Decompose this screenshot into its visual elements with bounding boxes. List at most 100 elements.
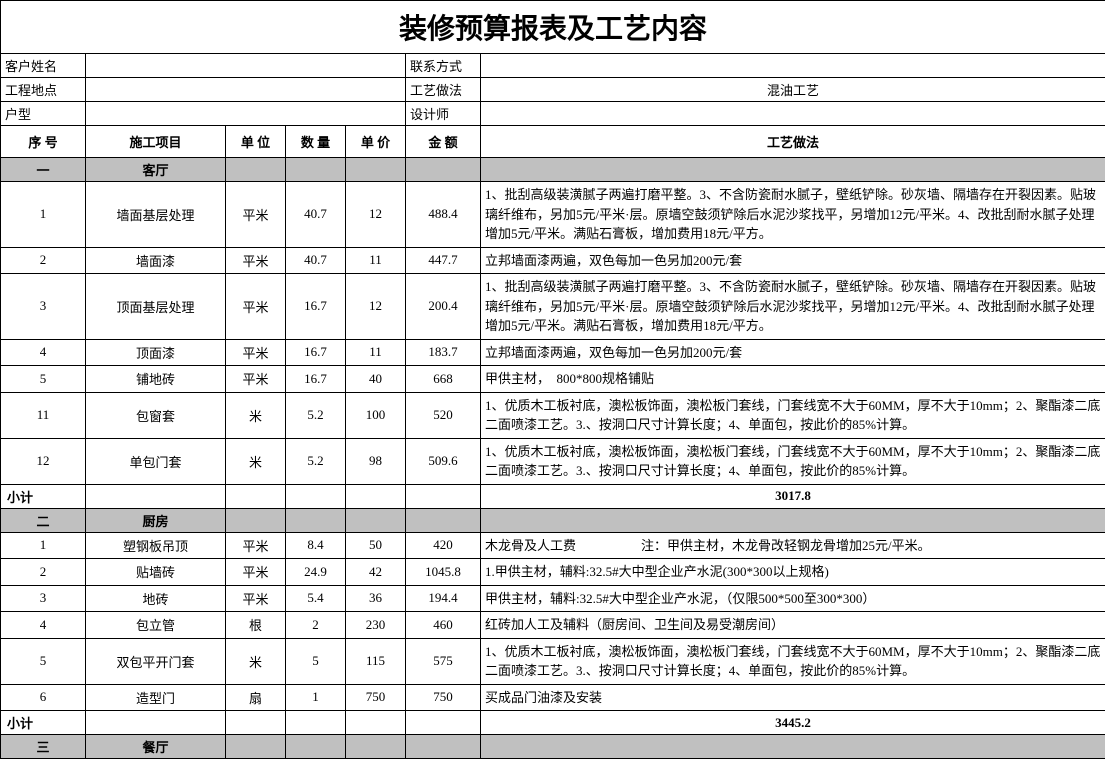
row-item: 墙面基层处理 (86, 182, 226, 248)
row-unit: 米 (226, 638, 286, 684)
row-desc: 甲供主材， 800*800规格铺贴 (481, 366, 1105, 393)
row-price: 42 (346, 559, 406, 586)
row-unit: 平米 (226, 247, 286, 274)
row-item: 造型门 (86, 684, 226, 711)
row-price: 50 (346, 532, 406, 559)
row-amt: 575 (406, 638, 481, 684)
method-label: 工艺做法 (406, 78, 481, 102)
row-item: 顶面基层处理 (86, 274, 226, 340)
row-unit: 平米 (226, 366, 286, 393)
data-row: 4包立管根2230460红砖加人工及辅料（厨房间、卫生间及易受潮房间） (1, 612, 1105, 639)
row-unit: 平米 (226, 339, 286, 366)
customer-value (86, 54, 406, 78)
row-amt: 194.4 (406, 585, 481, 612)
budget-table: 装修预算报表及工艺内容 客户姓名 联系方式 工程地点 工艺做法 混油工艺 户型 … (0, 0, 1105, 759)
row-price: 12 (346, 274, 406, 340)
row-desc: 甲供主材，辅料:32.5#大中型企业产水泥，（仅限500*500至300*300… (481, 585, 1105, 612)
info-row-3: 户型 设计师 (1, 102, 1105, 126)
row-amt: 509.6 (406, 438, 481, 484)
data-row: 1墙面基层处理平米40.712488.41、批刮高级装潢腻子两遍打磨平整。3、不… (1, 182, 1105, 248)
section-seq: 三 (1, 735, 86, 759)
row-item: 包窗套 (86, 392, 226, 438)
row-desc: 立邦墙面漆两遍，双色每加一色另加200元/套 (481, 247, 1105, 274)
section-name: 餐厅 (86, 735, 226, 759)
row-desc: 1、优质木工板衬底，澳松板饰面，澳松板门套线，门套线宽不大于60MM，厚不大于1… (481, 638, 1105, 684)
data-row: 2墙面漆平米40.711447.7立邦墙面漆两遍，双色每加一色另加200元/套 (1, 247, 1105, 274)
row-seq: 4 (1, 612, 86, 639)
row-desc: 买成品门油漆及安装 (481, 684, 1105, 711)
row-amt: 1045.8 (406, 559, 481, 586)
info-row-2: 工程地点 工艺做法 混油工艺 (1, 78, 1105, 102)
row-desc: 红砖加人工及辅料（厨房间、卫生间及易受潮房间） (481, 612, 1105, 639)
data-row: 6造型门扇1750750买成品门油漆及安装 (1, 684, 1105, 711)
col-qty: 数 量 (286, 126, 346, 158)
row-desc: 1、优质木工板衬底，澳松板饰面，澳松板门套线，门套线宽不大于60MM，厚不大于1… (481, 438, 1105, 484)
col-desc: 工艺做法 (481, 126, 1105, 158)
location-value (86, 78, 406, 102)
row-item: 顶面漆 (86, 339, 226, 366)
column-header-row: 序 号 施工项目 单 位 数 量 单 价 金 额 工艺做法 (1, 126, 1105, 158)
row-price: 750 (346, 684, 406, 711)
row-item: 铺地砖 (86, 366, 226, 393)
row-qty: 24.9 (286, 559, 346, 586)
row-desc: 1、优质木工板衬底，澳松板饰面，澳松板门套线，门套线宽不大于60MM，厚不大于1… (481, 392, 1105, 438)
row-unit: 平米 (226, 532, 286, 559)
row-amt: 420 (406, 532, 481, 559)
row-amt: 460 (406, 612, 481, 639)
col-amount: 金 额 (406, 126, 481, 158)
row-qty: 5.4 (286, 585, 346, 612)
row-unit: 米 (226, 438, 286, 484)
data-row: 5铺地砖平米16.740668甲供主材， 800*800规格铺贴 (1, 366, 1105, 393)
row-desc: 1、批刮高级装潢腻子两遍打磨平整。3、不含防瓷耐水腻子，壁纸铲除。砂灰墙、隔墙存… (481, 274, 1105, 340)
subtotal-label: 小计 (1, 711, 86, 735)
row-amt: 488.4 (406, 182, 481, 248)
row-unit: 平米 (226, 274, 286, 340)
row-seq: 5 (1, 366, 86, 393)
row-seq: 3 (1, 274, 86, 340)
row-price: 100 (346, 392, 406, 438)
section-header-row: 二厨房 (1, 508, 1105, 532)
row-price: 115 (346, 638, 406, 684)
row-qty: 8.4 (286, 532, 346, 559)
row-item: 贴墙砖 (86, 559, 226, 586)
row-price: 12 (346, 182, 406, 248)
subtotal-value: 3017.8 (481, 484, 1105, 508)
house-type-label: 户型 (1, 102, 86, 126)
section-header-row: 一客厅 (1, 158, 1105, 182)
row-seq: 2 (1, 247, 86, 274)
row-seq: 6 (1, 684, 86, 711)
row-seq: 3 (1, 585, 86, 612)
row-desc: 1、批刮高级装潢腻子两遍打磨平整。3、不含防瓷耐水腻子，壁纸铲除。砂灰墙、隔墙存… (481, 182, 1105, 248)
info-row-1: 客户姓名 联系方式 (1, 54, 1105, 78)
subtotal-value: 3445.2 (481, 711, 1105, 735)
col-seq: 序 号 (1, 126, 86, 158)
row-desc: 立邦墙面漆两遍，双色每加一色另加200元/套 (481, 339, 1105, 366)
row-qty: 5.2 (286, 438, 346, 484)
data-row: 11包窗套米5.21005201、优质木工板衬底，澳松板饰面，澳松板门套线，门套… (1, 392, 1105, 438)
row-seq: 11 (1, 392, 86, 438)
row-amt: 200.4 (406, 274, 481, 340)
subtotal-row: 小计 3445.2 (1, 711, 1105, 735)
customer-label: 客户姓名 (1, 54, 86, 78)
row-item: 双包平开门套 (86, 638, 226, 684)
row-amt: 447.7 (406, 247, 481, 274)
row-qty: 40.7 (286, 182, 346, 248)
row-qty: 16.7 (286, 339, 346, 366)
col-unit: 单 位 (226, 126, 286, 158)
col-price: 单 价 (346, 126, 406, 158)
row-amt: 520 (406, 392, 481, 438)
row-seq: 1 (1, 532, 86, 559)
section-name: 厨房 (86, 508, 226, 532)
row-amt: 183.7 (406, 339, 481, 366)
row-unit: 平米 (226, 559, 286, 586)
row-seq: 1 (1, 182, 86, 248)
data-row: 3地砖平米5.436194.4甲供主材，辅料:32.5#大中型企业产水泥，（仅限… (1, 585, 1105, 612)
contact-label: 联系方式 (406, 54, 481, 78)
location-label: 工程地点 (1, 78, 86, 102)
row-unit: 平米 (226, 585, 286, 612)
row-item: 墙面漆 (86, 247, 226, 274)
row-item: 塑钢板吊顶 (86, 532, 226, 559)
row-amt: 750 (406, 684, 481, 711)
section-seq: 一 (1, 158, 86, 182)
section-header-row: 三餐厅 (1, 735, 1105, 759)
